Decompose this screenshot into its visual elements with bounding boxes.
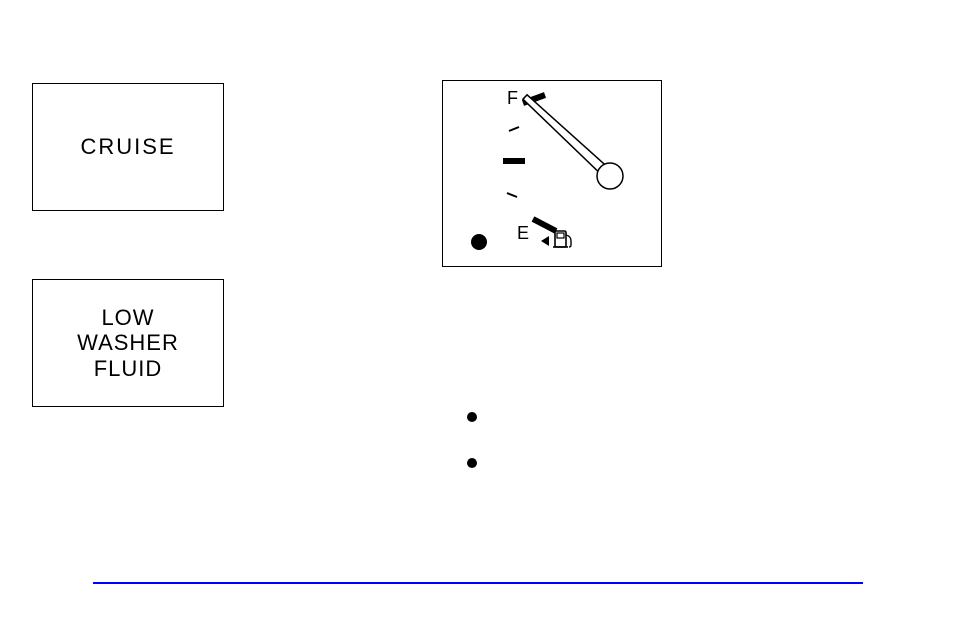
cruise-indicator-box: CRUISE (32, 83, 224, 211)
fuel-gauge: FE (442, 80, 662, 267)
cruise-label: CRUISE (80, 134, 175, 159)
page-divider (93, 582, 863, 584)
low-washer-fluid-box: LOWWASHERFLUID (32, 279, 224, 407)
fuel-full-label: F (507, 88, 518, 108)
fuel-empty-label: E (517, 223, 529, 243)
bullet-point (467, 412, 477, 422)
fuel-gauge-pivot (597, 163, 623, 189)
low-fuel-indicator-dot (471, 234, 487, 250)
bullet-point (467, 458, 477, 468)
fuel-door-arrow-icon (541, 236, 549, 246)
fuel-pump-icon (553, 231, 571, 247)
low-washer-fluid-label: LOWWASHERFLUID (77, 305, 179, 381)
